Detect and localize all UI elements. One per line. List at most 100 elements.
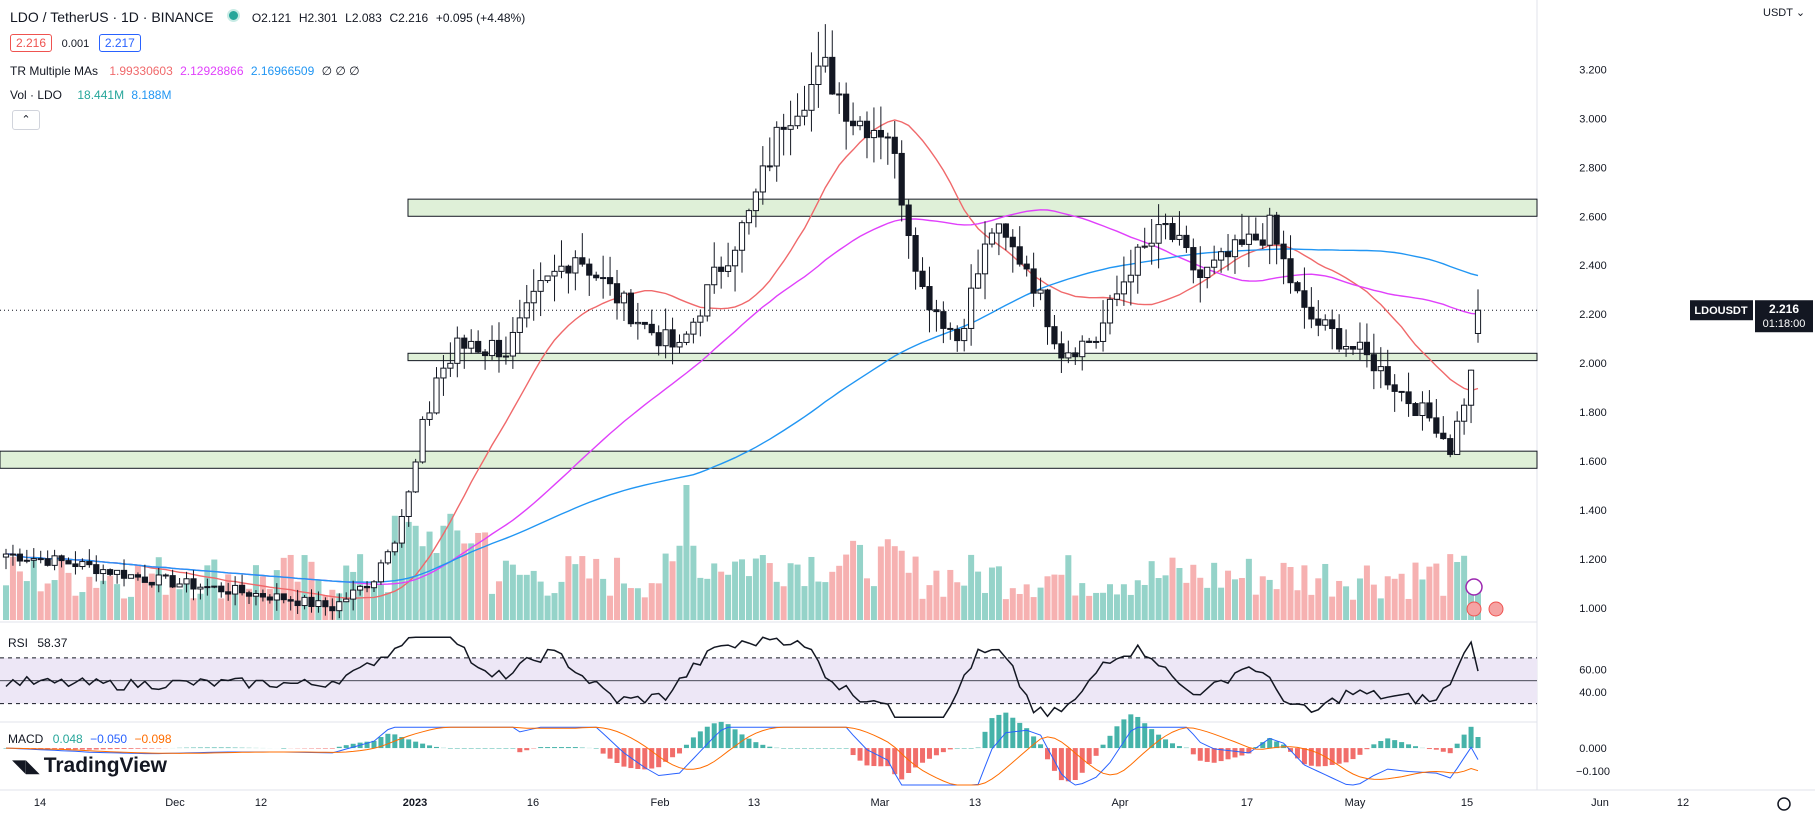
volume-bar-101 (704, 578, 711, 620)
macd-hist-15 (107, 748, 113, 750)
candle-body-182 (1266, 214, 1273, 246)
candle-body-156 (1086, 340, 1093, 343)
volume-bar-130 (905, 572, 912, 620)
macd-legend[interactable]: MACD 0.048 −0.050 −0.098 (8, 732, 172, 746)
macd-hist-70 (489, 748, 495, 749)
candle-body-164 (1141, 245, 1148, 248)
macd-hist-18 (128, 748, 134, 749)
candle-body-99 (690, 321, 697, 335)
candle-body-25 (176, 583, 183, 588)
ask-price[interactable]: 2.217 (98, 34, 141, 52)
macd-hist-123 (857, 748, 863, 761)
volume-bar-188 (1308, 594, 1315, 620)
macd-hist-32 (225, 747, 231, 749)
candle-body-131 (912, 235, 919, 272)
candle-body-152 (1058, 343, 1065, 359)
bid-price[interactable]: 2.216 (10, 34, 53, 52)
candle-body-114 (794, 115, 801, 127)
volume-bar-34 (239, 583, 246, 620)
volume-bar-9 (65, 572, 72, 620)
macd-hist-147 (1024, 728, 1030, 749)
volume-legend[interactable]: Vol · LDO 18.441M 8.188M (10, 88, 171, 102)
macd-hist-110 (767, 746, 773, 749)
volume-bar-4 (30, 560, 37, 620)
macd-hist-28 (197, 747, 203, 749)
volume-bar-185 (1287, 567, 1294, 620)
volume-bar-143 (995, 566, 1002, 620)
candle-body-64 (447, 362, 454, 369)
rsi-legend[interactable]: RSI 58.37 (8, 636, 67, 650)
macd-hist-40 (281, 748, 287, 749)
macd-hist-59 (413, 741, 419, 749)
time-tick-label-6: 13 (748, 797, 760, 809)
volume-bar-105 (732, 561, 739, 620)
volume-indicator-name: Vol · LDO (10, 88, 63, 102)
candle-body-153 (1065, 352, 1072, 359)
volume-bar-94 (655, 583, 662, 620)
volume-bar-108 (752, 558, 759, 620)
volume-bar-56 (391, 515, 398, 620)
volume-bar-117 (815, 581, 822, 620)
candle-body-149 (1037, 289, 1044, 294)
candle-body-19 (134, 574, 142, 578)
lightning-event-icon (1465, 578, 1483, 596)
macd-hist-207 (1440, 748, 1446, 752)
macd-hist-64 (447, 748, 453, 749)
macd-hist-52 (364, 741, 370, 749)
volume-bar-200 (1391, 578, 1398, 620)
ma-line-long (6, 248, 1479, 583)
macd-hist-9 (65, 748, 71, 750)
macd-hist-151 (1051, 748, 1057, 771)
candle-body-138 (961, 327, 968, 342)
price-tag-countdown: 01:18:00 (1763, 318, 1806, 330)
candle-body-81 (565, 265, 572, 274)
volume-bar-74 (516, 574, 523, 620)
ma-empty-values: ∅ ∅ ∅ (321, 64, 360, 78)
macd-hist-46 (322, 748, 328, 749)
symbol-title[interactable]: LDO / TetherUS · 1D · BINANCE (10, 9, 214, 25)
macd-hist-163 (1135, 716, 1141, 749)
spread-value: 0.001 (61, 38, 90, 50)
volume-bar-137 (954, 582, 961, 620)
gear-icon[interactable] (1777, 797, 1791, 811)
currency-selector[interactable]: USDT ⌄ (1763, 6, 1805, 19)
ohlc-change: +0.095 (+4.48%) (435, 11, 526, 25)
ohlc-open: O2.121 (251, 11, 292, 25)
volume-bar-65 (454, 530, 461, 620)
volume-bar-109 (759, 555, 766, 620)
macd-hist-138 (961, 748, 967, 749)
tradingview-logo[interactable]: ◥◣ TradingView (12, 754, 167, 778)
macd-hist-141 (982, 731, 988, 749)
price-tick-label-11: 1.000 (1579, 603, 1607, 615)
macd-hist-75 (524, 748, 530, 751)
candle-body-13 (93, 564, 100, 575)
ma-legend[interactable]: TR Multiple MAs 1.99330603 2.12928866 2.… (10, 64, 360, 78)
candle-body-207 (1440, 432, 1447, 440)
candle-body-175 (1217, 251, 1225, 261)
macd-hist-47 (329, 748, 335, 749)
candle-body-123 (856, 120, 864, 127)
volume-bar-7 (51, 580, 58, 620)
macd-hist-78 (545, 747, 551, 749)
volume-bar-57 (398, 529, 405, 620)
candle-body-206 (1433, 417, 1440, 434)
volume-bar-192 (1336, 580, 1343, 620)
volume-bar-154 (1072, 595, 1079, 620)
candle-body-39 (273, 593, 280, 601)
volume-bar-113 (787, 563, 794, 620)
volume-bar-151 (1051, 574, 1058, 620)
candle-body-32 (225, 591, 232, 595)
macd-hist-177 (1232, 748, 1238, 758)
macd-hist-198 (1378, 741, 1384, 749)
tv-logo-icon: ◥◣ (12, 756, 40, 776)
volume-bar-26 (183, 581, 190, 620)
macd-hist-65 (454, 748, 460, 749)
volume-bar-61 (426, 531, 433, 620)
price-tick-label-5: 2.200 (1579, 309, 1607, 321)
volume-bar-129 (898, 550, 905, 620)
time-tick-label-10: 17 (1241, 797, 1253, 809)
volume-bar-43 (301, 555, 308, 620)
collapse-legend-button[interactable]: ⌃ (12, 110, 40, 130)
